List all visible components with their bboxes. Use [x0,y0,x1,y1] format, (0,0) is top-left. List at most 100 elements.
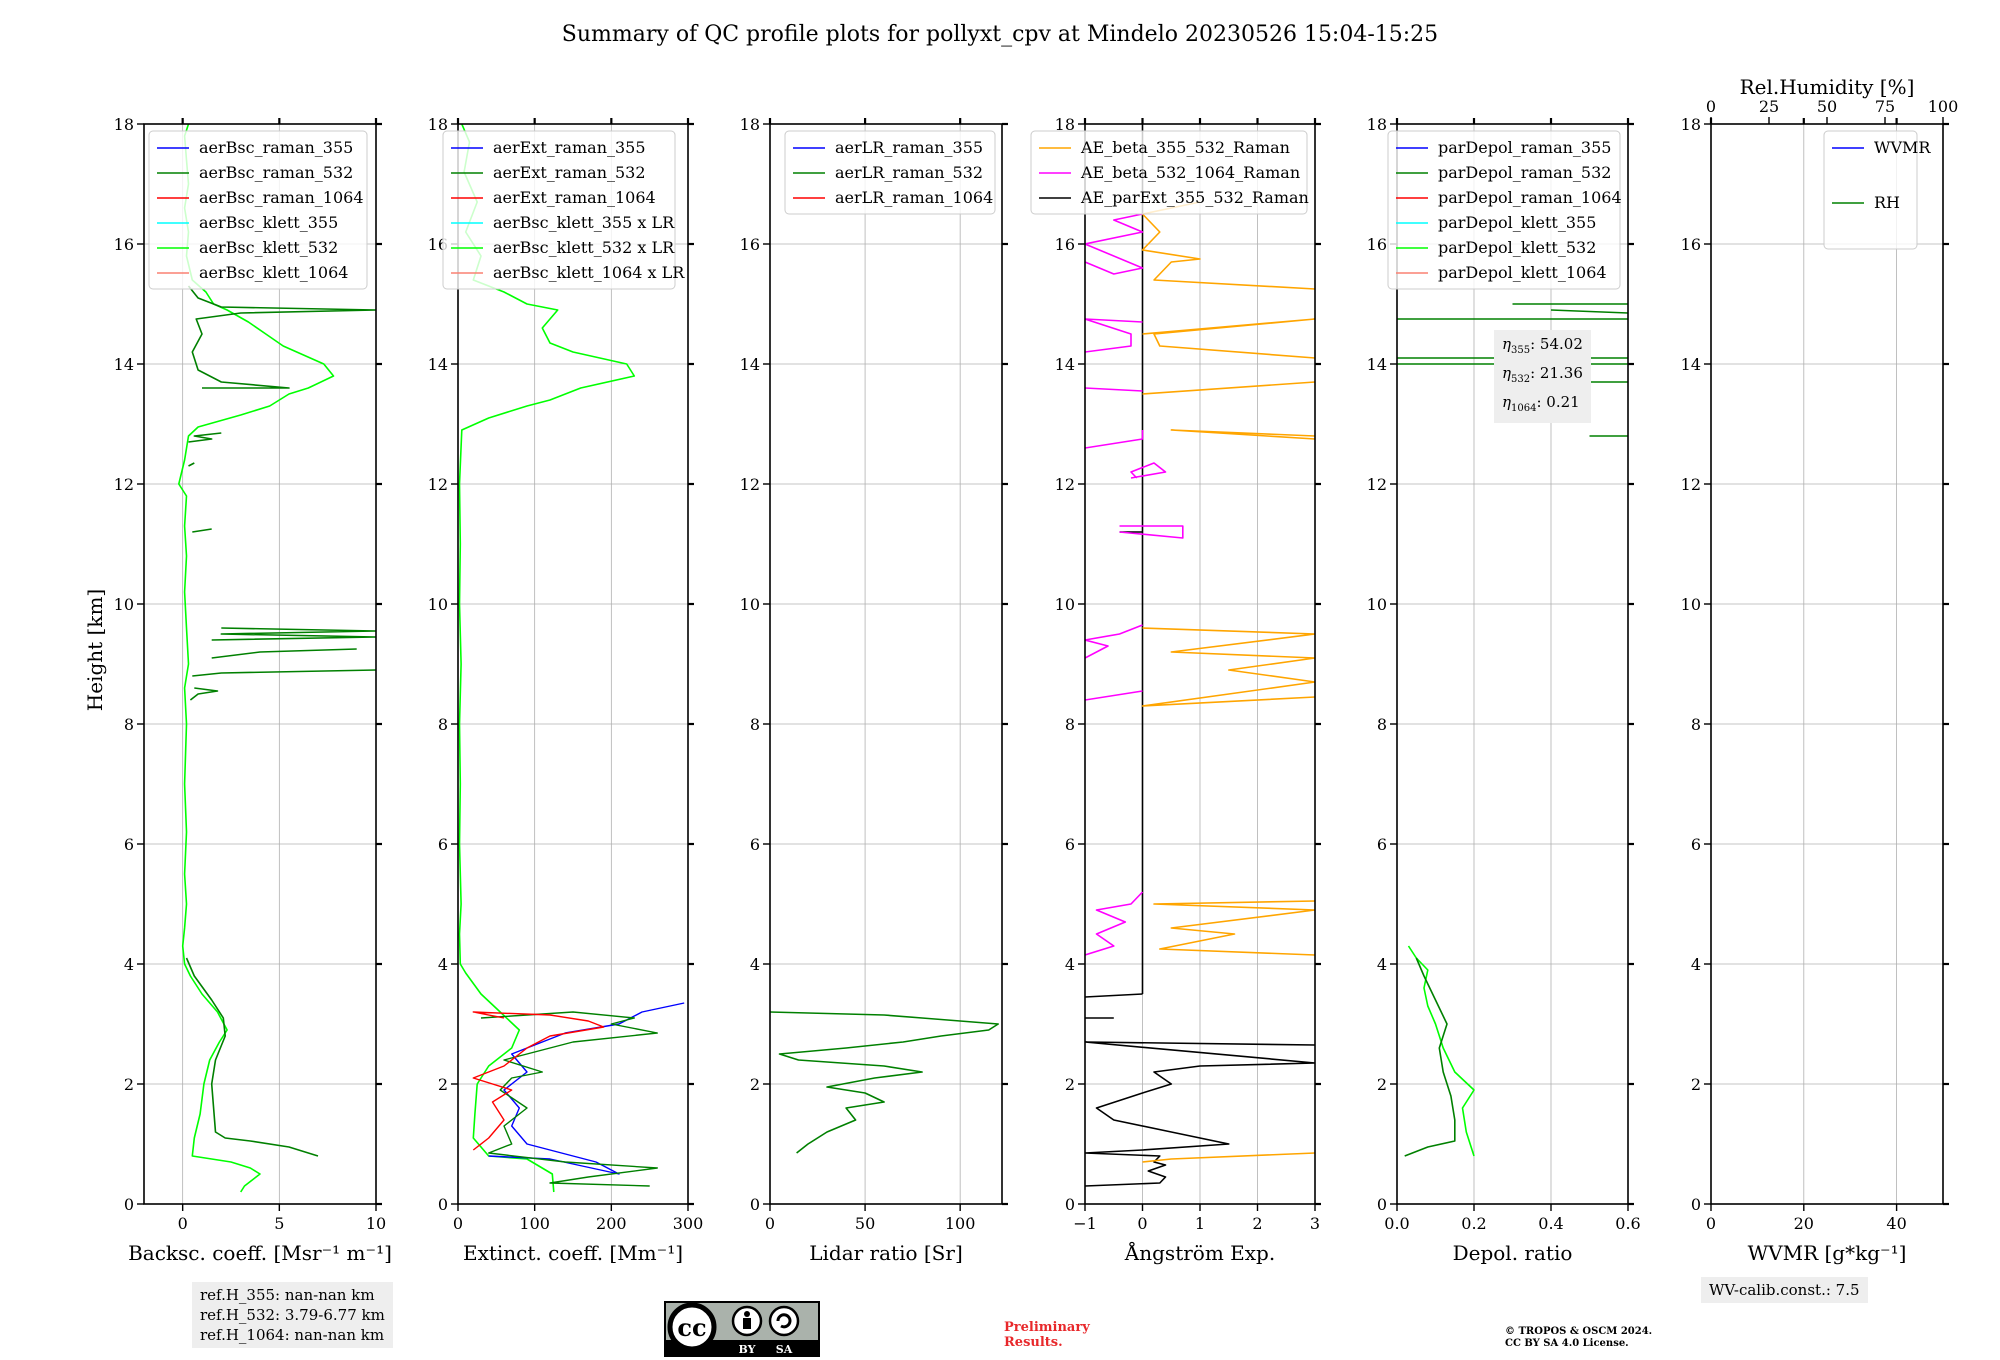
y-tick-label: 16 [740,235,760,254]
y-tick-label: 10 [1055,595,1075,614]
x-axis-label: Extinct. coeff. [Mm⁻¹] [463,1241,683,1265]
y-tick-label: 12 [428,475,448,494]
x-tick-label: 50 [855,1214,875,1233]
x-tick-label: 0 [765,1214,775,1233]
series-line-AE_beta_532_1064_Raman [1085,388,1143,391]
x-axis-label: Ångström Exp. [1124,1240,1275,1265]
svg-text:SA: SA [776,1343,793,1356]
figure-canvas: 0246810121416180 5 10Backsc. coeff. [Msr⁻¹… [0,0,2000,1360]
y-tick-label: 0 [124,1195,134,1214]
x-tick-label: 0.0 [1384,1214,1409,1233]
x-tick-label: 10 [366,1214,386,1233]
x-axis-label: WVMR [g*kg⁻¹] [1748,1241,1907,1265]
legend-label: aerBsc_klett_532 [199,238,338,257]
wv-calib-box: WV-calib.const.: 7.5 [1701,1277,1868,1303]
x-tick-label: 200 [596,1214,627,1233]
axes-frame-lidar_ratio [770,124,1002,1204]
x-axis-label: Lidar ratio [Sr] [809,1241,963,1265]
legend-label: aerExt_raman_532 [493,163,646,182]
y-tick-label: 4 [124,955,134,974]
legend-label: parDepol_raman_1064 [1438,188,1622,207]
x-tick-label: 0.4 [1538,1214,1563,1233]
x-tick-label: 1 [1195,1214,1205,1233]
x-tick-label: 100 [519,1214,550,1233]
y-tick-label: 8 [1065,715,1075,734]
y-tick-label: 8 [750,715,760,734]
legend-backscatter: aerBsc_raman_355 aerBsc_raman_532 aerBsc_r… [149,131,367,289]
y-tick-label: 14 [428,355,448,374]
svg-text:BY: BY [739,1343,756,1356]
legend-label: WVMR [1874,138,1931,157]
y-tick-label: 4 [1691,955,1701,974]
legend-label: aerBsc_klett_532 x LR [493,238,675,257]
legend-label: AE_beta_355_532_Raman [1080,138,1290,157]
y-tick-label: 18 [1681,115,1701,134]
y-tick-label: 4 [1065,955,1075,974]
y-tick-label: 16 [1681,235,1701,254]
y-tick-label: 6 [1377,835,1387,854]
panel-lidar_ratio: 0246810121416180 50 100Lidar ratio [Sr]aer… [740,115,1008,1265]
x-tick-label: 0 [1706,1214,1716,1233]
ref-line-532: ref.H_532: 3.79-6.77 km [200,1305,385,1325]
reference-height-box: ref.H_355: nan-nan km ref.H_532: 3.79-6.… [192,1282,393,1348]
legend-label: aerLR_raman_532 [835,163,983,182]
series-line-AE_beta_355_532_Raman [1143,1153,1316,1162]
series-line-aerBsc_raman_532_sparse [192,529,211,532]
legend-label: aerBsc_raman_1064 [199,188,364,207]
y-tick-label: 16 [114,235,134,254]
y-tick-label: 14 [1681,355,1701,374]
series-line-aerBsc_raman_532_sparse [192,670,376,676]
y-tick-label: 8 [1377,715,1387,734]
top-axis-label: Rel.Humidity [%] [1740,75,1915,99]
series-line-AE_beta_532_1064_Raman [1085,691,1143,700]
series-line-aerExt_raman_532 [481,1012,657,1186]
y-tick-label: 2 [1377,1075,1387,1094]
cc-by-sa-logo: cc BY SA [664,1301,820,1357]
y-tick-label: 14 [114,355,134,374]
y-tick-label: 16 [1055,235,1075,254]
legend-label: aerLR_raman_355 [835,138,983,157]
eta-1064: η1064: 0.21 [1502,391,1583,420]
y-tick-label: 0 [1377,1195,1387,1214]
copyright-note: © TROPOS & OSCM 2024. CC BY SA 4.0 Licen… [1505,1326,1652,1350]
legend-label: aerExt_raman_1064 [493,188,656,207]
series-line-aerBsc_raman_532_sparse [212,628,376,640]
x-tick-label: 300 [673,1214,704,1233]
series-line-AE_beta_532_1064_Raman [1131,463,1166,478]
top-x-tick-label: 0 [1706,97,1716,116]
legend-label: parDepol_klett_1064 [1438,263,1607,282]
x-tick-label: −1 [1073,1214,1097,1233]
legend-label: aerBsc_klett_1064 x LR [493,263,685,282]
legend-label: aerBsc_klett_355 x LR [493,213,675,232]
y-tick-label: 2 [1065,1075,1075,1094]
panel-backscatter: 0246810121416180 5 10Backsc. coeff. [Msr⁻¹… [114,115,392,1265]
series-line-AE_beta_532_1064_Raman [1085,319,1143,352]
x-tick-label: 20 [1794,1214,1814,1233]
series-line-AE_beta_355_532_Raman [1143,319,1316,358]
series-line-aerExt_raman_1064 [473,1012,603,1150]
y-tick-label: 0 [1065,1195,1075,1214]
y-axis-label: Height [km] [83,589,107,711]
panel-wv: 0 2 4 6 8 10 12 14 16 18 0 20 40 WVMR [g*kg⁻¹] 0 25 50 75… [1681,75,1959,1265]
ref-line-355: ref.H_355: nan-nan km [200,1285,385,1305]
legend-lidar_ratio: aerLR_raman_355 aerLR_raman_532 aerLR_rama… [785,131,995,214]
panel-depol: 0246810121416180.0 0.2 0.4 0.6Depol. ratiop… [1367,115,1641,1265]
legend-label: aerBsc_raman_532 [199,163,353,182]
series-line-AE_parExt_bits [1085,994,1143,997]
y-tick-label: 14 [1367,355,1387,374]
y-tick-label: 12 [114,475,134,494]
axes-frame-wv [1711,124,1943,1204]
y-tick-label: 10 [114,595,134,614]
legend-label: aerLR_raman_1064 [835,188,993,207]
series-line-aerBsc_raman_532_sparse [190,688,217,700]
y-tick-label: 10 [1681,595,1701,614]
y-tick-label: 12 [1367,475,1387,494]
series-line-AE_beta_355_532_Raman [1143,628,1316,706]
x-tick-label: 40 [1886,1214,1906,1233]
grid-wv [1711,124,1943,1204]
top-x-tick-label: 50 [1817,97,1837,116]
legend-label: parDepol_raman_355 [1438,138,1611,157]
legend-label: parDepol_klett_532 [1438,238,1596,257]
